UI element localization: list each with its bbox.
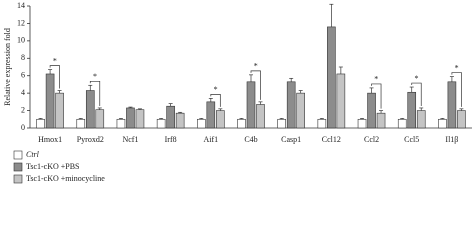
significance-bracket xyxy=(250,70,261,100)
bar xyxy=(95,109,105,129)
bar xyxy=(457,110,466,129)
significance-label: * xyxy=(254,62,258,71)
significance-bracket xyxy=(451,72,462,107)
bar xyxy=(237,118,246,129)
bar xyxy=(166,105,175,129)
bar xyxy=(407,91,417,129)
y-tick-label: 12 xyxy=(17,18,25,27)
significance-bracket xyxy=(89,80,101,106)
y-tick-label: 2 xyxy=(21,105,25,114)
significance-bracket xyxy=(411,82,422,106)
bar xyxy=(256,104,265,129)
bar xyxy=(206,101,216,129)
bar xyxy=(438,118,447,129)
x-tick-label: Ncf1 xyxy=(122,135,138,144)
x-tick-label: Irf8 xyxy=(165,135,177,144)
x-tick-label: Aif1 xyxy=(203,135,218,144)
x-tick-label: Hmox1 xyxy=(38,135,62,144)
significance-label: * xyxy=(53,56,57,65)
significance-label: * xyxy=(374,75,378,84)
bar xyxy=(357,118,367,129)
bar xyxy=(286,81,296,129)
significance-label: * xyxy=(455,63,459,72)
bar xyxy=(416,110,426,129)
x-tick-label: Pyroxd2 xyxy=(77,135,104,144)
legend-swatch xyxy=(13,150,23,160)
bar xyxy=(116,118,126,129)
significance-label: * xyxy=(214,85,218,94)
bar xyxy=(246,81,256,129)
bar xyxy=(175,112,185,129)
x-tick-label: Ccl2 xyxy=(364,135,379,144)
y-tick-label: 4 xyxy=(21,88,25,97)
bar xyxy=(45,73,55,129)
legend-swatch xyxy=(13,174,23,184)
bar xyxy=(397,118,407,129)
x-tick-label: Ccl12 xyxy=(322,135,341,144)
significance-bracket xyxy=(210,94,221,107)
x-tick-label: Il1β xyxy=(445,135,458,144)
legend-label: Ctrl xyxy=(26,150,40,159)
legend-label: Tsc1-cKO +minocycline xyxy=(26,174,105,183)
bar xyxy=(216,110,225,129)
y-tick-label: 10 xyxy=(17,36,25,45)
bar xyxy=(376,112,386,129)
chart: Relative expression fold 0 2 4 6 8 10 12 14 Hmox… xyxy=(3,1,472,184)
x-tick-label: C4b xyxy=(244,135,257,144)
bar xyxy=(76,118,86,129)
significance-bracket xyxy=(49,65,60,89)
bar xyxy=(296,92,305,129)
x-tick-label: Casp1 xyxy=(281,135,301,144)
bar xyxy=(36,118,45,129)
bar xyxy=(447,81,457,129)
x-tick-label: Ccl5 xyxy=(404,135,419,144)
significance-label: * xyxy=(93,72,97,81)
y-tick-label: 0 xyxy=(21,123,25,132)
bar xyxy=(135,109,145,129)
significance-label: * xyxy=(414,74,418,83)
legend-label: Tsc1-cKO +PBS xyxy=(26,162,80,171)
bar xyxy=(336,73,346,129)
significance-bracket xyxy=(371,83,382,109)
bar xyxy=(55,92,64,129)
bar xyxy=(126,107,135,129)
bar xyxy=(277,118,286,129)
bar xyxy=(156,118,166,129)
y-tick-label: 8 xyxy=(21,53,25,62)
bar xyxy=(327,26,336,129)
bar xyxy=(317,118,327,129)
bar xyxy=(85,90,95,129)
bar xyxy=(197,118,206,129)
legend-swatch xyxy=(13,162,23,172)
bar xyxy=(367,92,376,129)
y-tick-label: 14 xyxy=(17,1,25,10)
y-tick-label: 6 xyxy=(21,71,25,80)
y-axis-label: Relative expression fold xyxy=(3,28,12,106)
